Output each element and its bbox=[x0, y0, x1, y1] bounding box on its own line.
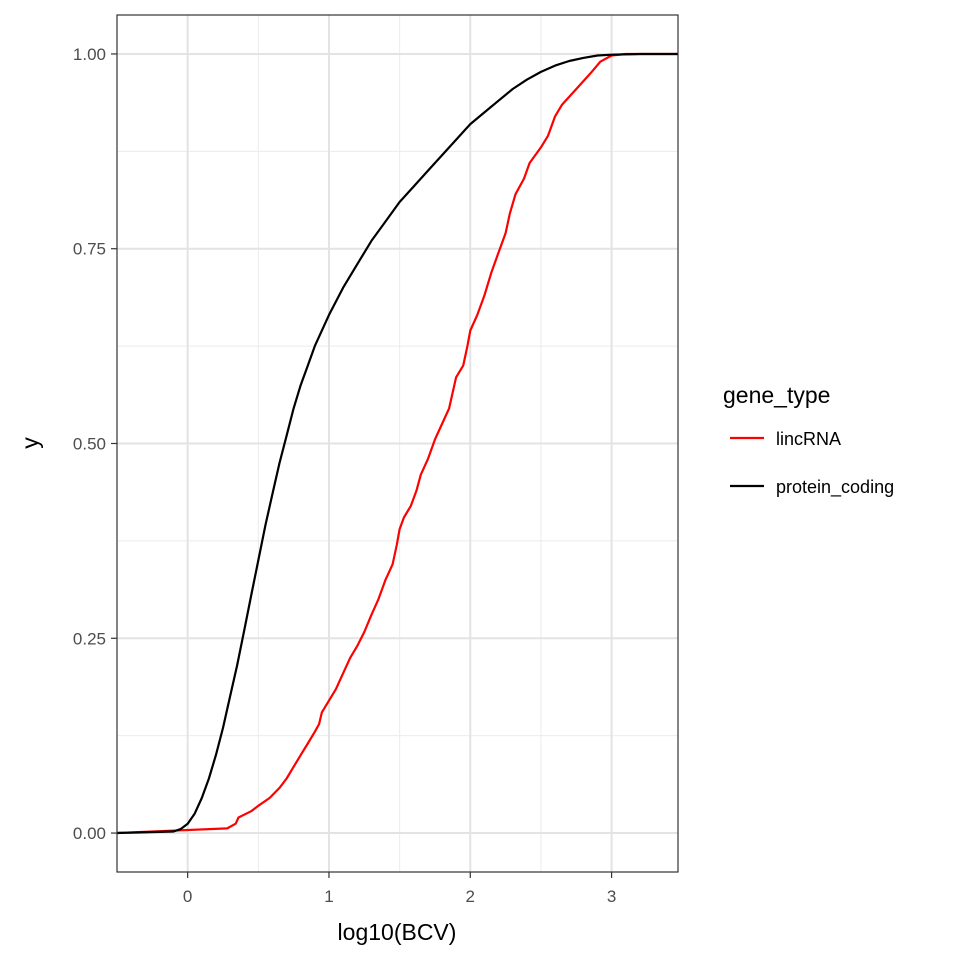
x-tick-label: 1 bbox=[324, 887, 333, 906]
x-tick-label: 0 bbox=[183, 887, 192, 906]
grid-major bbox=[117, 15, 678, 872]
x-tick-label: 2 bbox=[466, 887, 475, 906]
legend-title: gene_type bbox=[723, 382, 830, 408]
y-tick-label: 0.25 bbox=[73, 629, 106, 648]
series-line-lincRNA bbox=[116, 52, 678, 835]
y-tick-label: 0.50 bbox=[73, 435, 106, 454]
legend-items: lincRNA protein_coding bbox=[730, 429, 894, 498]
series-line-protein_coding bbox=[116, 52, 678, 835]
x-tick-label: 3 bbox=[607, 887, 616, 906]
y-tick-label: 0.75 bbox=[73, 240, 106, 259]
y-tick-label: 0.00 bbox=[73, 824, 106, 843]
x-axis: 0 1 2 3 bbox=[183, 872, 616, 906]
legend-label-protein_coding: protein_coding bbox=[776, 477, 894, 498]
y-tick-label: 1.00 bbox=[73, 45, 106, 64]
legend: gene_type lincRNA protein_coding bbox=[723, 382, 894, 498]
legend-label-lincRNA: lincRNA bbox=[776, 429, 841, 449]
series-layer bbox=[116, 52, 678, 835]
x-axis-title: log10(BCV) bbox=[338, 919, 457, 945]
y-axis: 0.00 0.25 0.50 0.75 1.00 bbox=[73, 45, 117, 843]
y-axis-title: y bbox=[17, 437, 43, 449]
